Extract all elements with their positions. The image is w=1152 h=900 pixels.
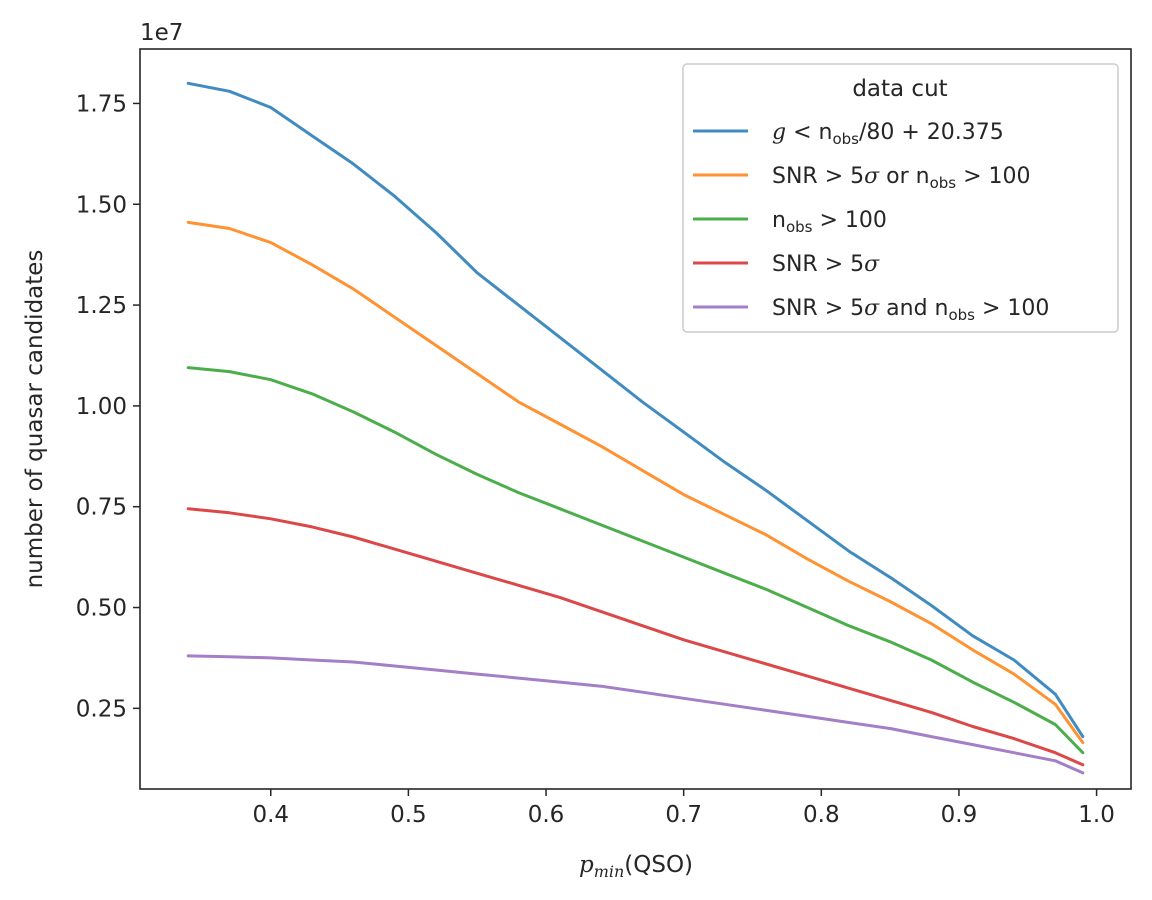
series-line-5 bbox=[186, 654, 1085, 775]
series-layer bbox=[186, 81, 1085, 775]
legend-frame bbox=[682, 63, 1119, 333]
x-tick-label: 1.0 bbox=[1078, 802, 1115, 828]
legend-label-3: nobs > 100 bbox=[772, 208, 887, 236]
y-tick-label: 0.50 bbox=[76, 596, 127, 622]
y-tick-label: 1.75 bbox=[76, 91, 127, 117]
x-axis-label-sub: min bbox=[594, 862, 625, 881]
y-tick-label: 0.75 bbox=[76, 495, 127, 521]
legend-title: data cut bbox=[852, 76, 947, 102]
series-line-3 bbox=[186, 366, 1085, 755]
axes-frame bbox=[139, 48, 1132, 790]
legend-entries: g < nobs/80 + 20.375 SNR > 5σ or nobs > 1… bbox=[693, 120, 1049, 324]
x-tick-label: 0.9 bbox=[941, 802, 978, 828]
x-tick-label: 0.4 bbox=[252, 802, 289, 828]
legend-label-5: SNR > 5σ and nobs > 100 bbox=[772, 296, 1049, 324]
legend: data cut g < nobs/80 + 20.375 SNR > 5σ or… bbox=[682, 63, 1119, 333]
y-tick-label: 1.00 bbox=[76, 394, 127, 420]
x-axis-label-rest: (QSO) bbox=[624, 852, 693, 878]
y-tick-label: 1.50 bbox=[76, 192, 127, 218]
series-line-4 bbox=[186, 507, 1085, 767]
legend-label-4: SNR > 5σ bbox=[772, 252, 880, 277]
y-offset-text: 1e7 bbox=[140, 20, 183, 46]
legend-label-2: SNR > 5σ or nobs > 100 bbox=[772, 164, 1031, 192]
series-line-2 bbox=[186, 220, 1085, 745]
x-tick-label: 0.7 bbox=[665, 802, 702, 828]
ticks-layer: 0.4 0.5 0.6 0.7 0.8 0.9 1.0 0.25 0.50 0.75 1.00 1.2… bbox=[76, 91, 1115, 828]
y-axis-label: number of quasar candidates bbox=[22, 250, 48, 589]
x-axis-label-var: p bbox=[579, 852, 594, 878]
y-tick-label: 1.25 bbox=[76, 293, 127, 319]
legend-label-1: g < nobs/80 + 20.375 bbox=[772, 120, 1004, 148]
x-tick-label: 0.8 bbox=[803, 802, 840, 828]
x-tick-label: 0.5 bbox=[390, 802, 427, 828]
series-line-1 bbox=[186, 81, 1085, 739]
y-tick-label: 0.25 bbox=[76, 696, 127, 722]
x-tick-label: 0.6 bbox=[528, 802, 565, 828]
x-axis-label: pmin(QSO) bbox=[579, 852, 693, 881]
